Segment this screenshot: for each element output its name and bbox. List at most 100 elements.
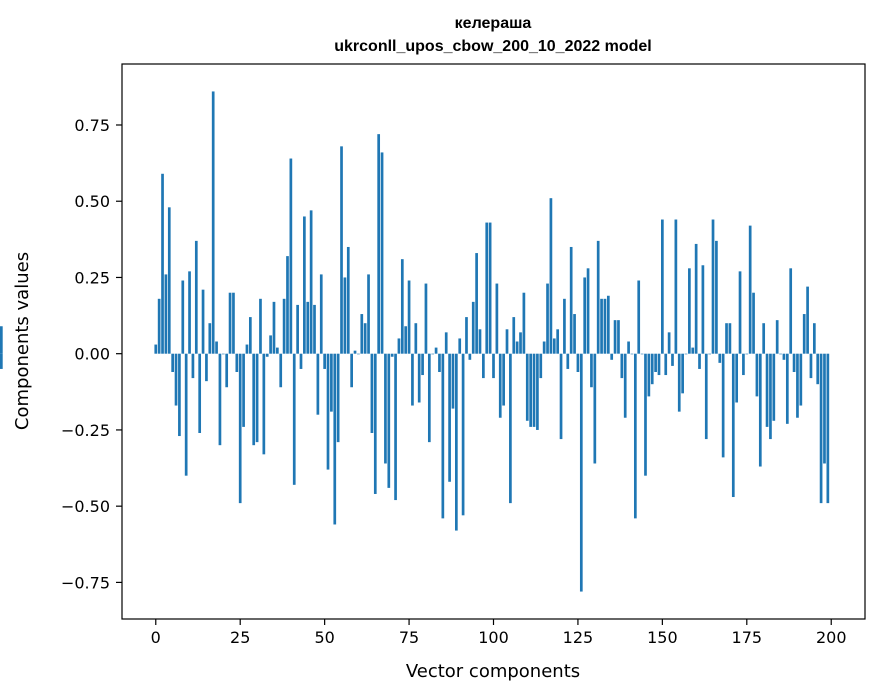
bar	[748, 225, 752, 354]
bar	[451, 353, 455, 409]
bar	[0, 326, 3, 354]
bar	[600, 298, 603, 354]
bar	[333, 353, 337, 525]
bar	[444, 332, 448, 354]
bar	[502, 353, 505, 406]
x-tick-label: 75	[399, 628, 419, 647]
bar	[630, 353, 634, 355]
bars	[0, 91, 830, 592]
bar	[232, 292, 235, 354]
bar	[208, 323, 212, 354]
bar	[765, 353, 769, 427]
bar	[583, 277, 587, 354]
bar	[238, 353, 242, 504]
x-tick-label: 200	[816, 628, 847, 647]
bar	[677, 353, 681, 412]
bar	[482, 353, 485, 379]
bar	[704, 353, 708, 440]
bar	[272, 301, 276, 354]
bar	[671, 353, 674, 366]
bar	[343, 277, 347, 354]
bar	[796, 353, 799, 418]
bar	[363, 323, 367, 354]
bar	[286, 256, 289, 354]
bar	[404, 326, 408, 354]
bar	[384, 353, 387, 464]
chart-subtitle: ukrconll_upos_cbow_200_10_2022 model	[334, 38, 651, 55]
bar	[823, 353, 826, 464]
bar	[633, 353, 637, 519]
bar	[674, 219, 678, 354]
bar	[735, 353, 739, 403]
bar	[367, 274, 370, 354]
bar	[586, 268, 590, 354]
bar	[613, 320, 617, 354]
bar	[620, 353, 624, 379]
bar	[529, 353, 532, 427]
bar	[816, 353, 820, 385]
bar	[708, 353, 711, 355]
bar	[475, 253, 478, 354]
bar	[397, 338, 401, 354]
bar	[802, 314, 806, 354]
y-tick-label: −0.50	[61, 497, 110, 516]
bar	[184, 353, 188, 476]
x-tick-label: 100	[478, 628, 509, 647]
bar	[370, 353, 374, 433]
bar	[373, 353, 377, 494]
bar	[647, 353, 651, 397]
bar	[394, 353, 397, 501]
bar	[360, 314, 364, 354]
bar	[255, 353, 259, 443]
bar	[154, 344, 158, 354]
bar	[640, 353, 644, 355]
bar	[758, 353, 762, 467]
bar	[434, 347, 438, 354]
bar	[691, 347, 695, 354]
bar	[650, 353, 654, 385]
bar	[806, 286, 809, 354]
y-tick-label: 0.00	[74, 345, 110, 364]
x-tick-label: 50	[314, 628, 334, 647]
x-tick-label: 0	[151, 628, 161, 647]
bar	[745, 353, 749, 355]
bar	[269, 335, 272, 354]
bar	[546, 283, 549, 354]
bar	[819, 353, 823, 504]
bar	[711, 219, 715, 354]
bar	[556, 329, 560, 354]
bar	[289, 158, 293, 354]
bar	[414, 323, 418, 354]
bar	[377, 134, 381, 354]
bar	[323, 353, 326, 369]
x-axis-ticks: 0 25 50 75 100 125 150 175 200	[151, 619, 847, 647]
bar	[346, 246, 350, 354]
bar	[772, 353, 776, 421]
bar	[725, 323, 728, 354]
bar	[563, 298, 566, 354]
y-axis-label: Components values	[12, 252, 33, 430]
bar	[171, 353, 175, 372]
bar	[559, 353, 563, 440]
y-tick-label: 0.25	[74, 268, 110, 287]
bar	[755, 353, 759, 397]
bar	[782, 353, 786, 360]
bar	[785, 353, 789, 424]
bar	[799, 353, 803, 406]
bar	[606, 295, 610, 354]
bar	[340, 146, 343, 354]
bar	[205, 353, 208, 382]
bar	[478, 329, 482, 354]
y-tick-label: 0.75	[74, 116, 110, 135]
bar	[715, 240, 718, 354]
bar	[549, 198, 553, 354]
bar	[157, 298, 161, 354]
bar	[610, 353, 614, 360]
bar	[512, 317, 516, 354]
x-axis-label: Vector components	[406, 661, 580, 682]
bar	[407, 280, 411, 354]
bar	[282, 298, 286, 354]
bar	[769, 353, 772, 440]
bar	[259, 298, 262, 354]
